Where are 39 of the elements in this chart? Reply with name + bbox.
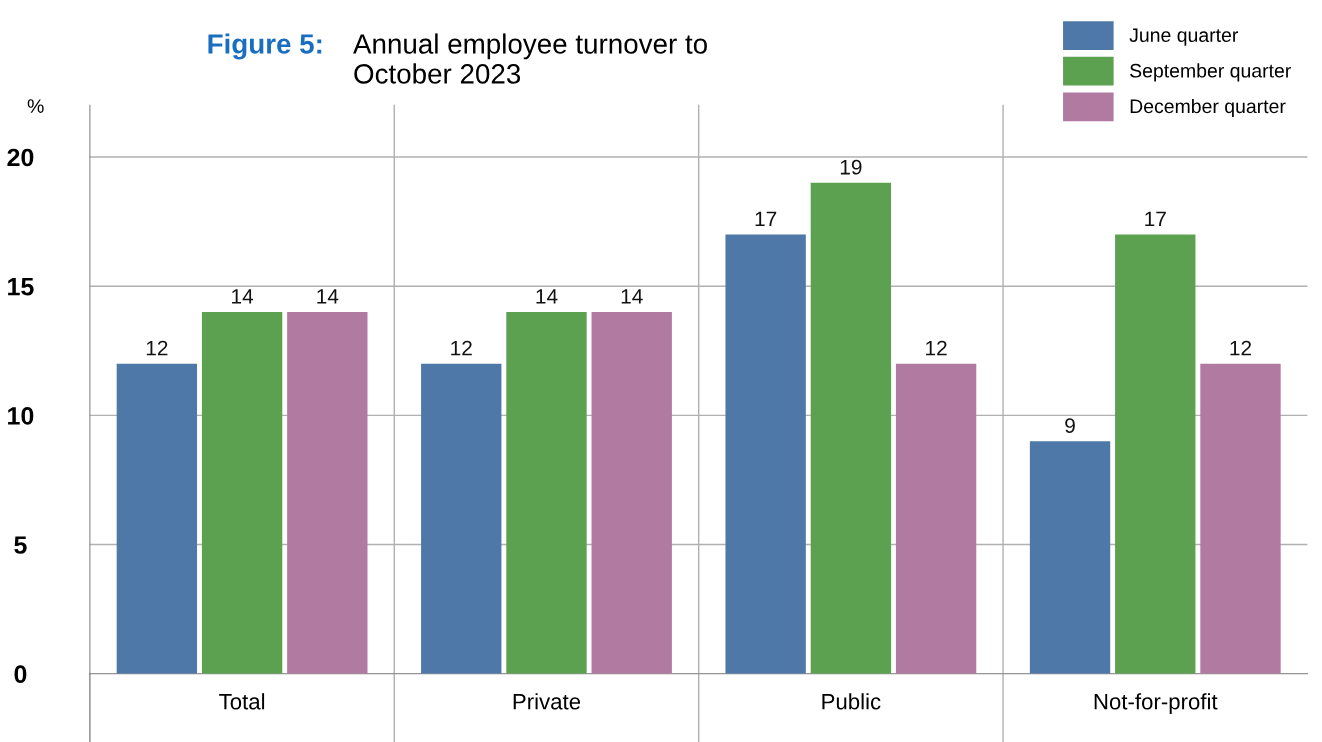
bar (506, 312, 587, 674)
y-tick-label: 15 (8, 278, 34, 296)
data-label: 14 (317, 289, 339, 304)
x-tick-label: Public (822, 693, 881, 710)
x-tick-label: Private (513, 693, 581, 710)
legend-label: June quarter (1129, 28, 1239, 46)
data-label: 14 (536, 289, 558, 304)
data-label: 14 (232, 289, 254, 304)
bar (116, 363, 198, 674)
chart-subtitle: Annual employee turnover to October 2023 (353, 33, 707, 84)
bar (810, 182, 892, 674)
bar (725, 234, 806, 674)
y-tick-label: 10 (8, 406, 34, 425)
bar (895, 363, 977, 674)
data-label: 17 (755, 211, 777, 227)
bar (1029, 441, 1111, 674)
data-label: 12 (146, 340, 168, 356)
bar (1200, 363, 1281, 674)
bar (1115, 234, 1196, 674)
legend-label: September quarter (1130, 63, 1291, 82)
y-tick-label: 0 (14, 665, 27, 684)
data-label: 12 (1230, 340, 1252, 356)
data-label: 17 (1145, 211, 1166, 227)
y-tick-label: 5 (14, 536, 27, 554)
x-tick-label: Total (219, 693, 265, 710)
y-axis-title: % (27, 99, 44, 113)
bar (201, 312, 283, 674)
data-label: 9 (1065, 418, 1075, 433)
data-label: 19 (840, 159, 862, 175)
data-label: 14 (621, 289, 643, 304)
data-label: 12 (926, 340, 947, 356)
y-tick-label: 20 (7, 148, 34, 167)
x-tick-label: Not-for-profit (1094, 693, 1218, 714)
chart-title: Figure 5: (208, 33, 322, 60)
bar (421, 363, 502, 674)
bar (591, 312, 672, 674)
bar (287, 312, 368, 674)
legend-label: December quarter (1130, 98, 1286, 118)
data-label: 12 (451, 340, 472, 356)
